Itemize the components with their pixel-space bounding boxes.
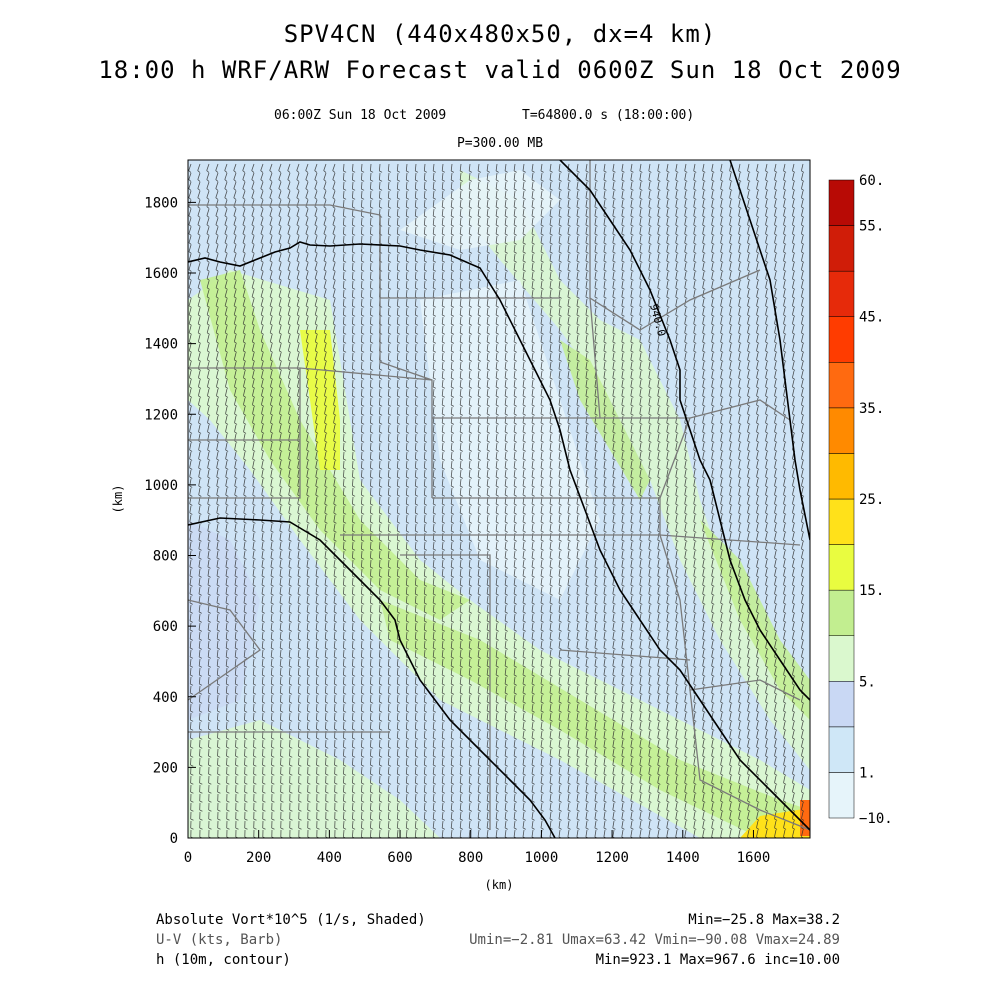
- x-tick-label: 400: [317, 850, 342, 866]
- colorbar-segment: [828, 589, 855, 636]
- chart-subtitle: 18:00 h WRF/ARW Forecast valid 0600Z Sun…: [98, 56, 902, 84]
- colorbar-label: 35.: [859, 401, 884, 417]
- y-tick-label: 200: [153, 760, 178, 776]
- state-border-line: [340, 534, 801, 546]
- colorbar-segment: [828, 225, 855, 272]
- footer-field3-desc: h (10m, contour): [156, 952, 291, 968]
- x-tick-label: 200: [246, 850, 271, 866]
- wind-barbs: [188, 163, 805, 838]
- colorbar-label: 25.: [859, 492, 884, 508]
- footer-field1-stats: Min=−25.8 Max=38.2: [688, 912, 840, 928]
- colorbar-segment: [828, 498, 855, 545]
- height-contours: [188, 160, 810, 838]
- x-tick-label: 0: [184, 850, 192, 866]
- colorbar: −10. 1. 5. 15. 25. 35. 45. 55. 60.: [828, 173, 893, 827]
- height-contour-line: [559, 160, 810, 701]
- y-axis-label: (km): [111, 485, 125, 514]
- colorbar-label: 45.: [859, 310, 884, 326]
- axes: 0 200 400 600 800 1000 1200 1400 1600 0 200 400 600 8…: [144, 195, 770, 866]
- x-tick-label: 1000: [525, 850, 559, 866]
- footer-field3-stats: Min=923.1 Max=967.6 inc=10.00: [595, 952, 840, 968]
- state-border-line: [188, 368, 301, 499]
- state-border-line: [400, 554, 491, 830]
- vorticity-band: [300, 330, 340, 470]
- state-border-line: [379, 215, 433, 498]
- vorticity-band: [420, 280, 600, 600]
- colorbar-segment: [828, 544, 855, 591]
- colorbar-segment: [828, 681, 855, 728]
- colorbar-segment: [828, 453, 855, 500]
- state-border-line: [689, 689, 810, 831]
- colorbar-label: 60.: [859, 173, 884, 189]
- footer-field2-stats: Umin=−2.81 Umax=63.42 Vmin=−90.08 Vmax=2…: [469, 932, 840, 948]
- pressure-level-label: P=300.00 MB: [456, 136, 544, 151]
- vorticity-band: [400, 170, 560, 250]
- colorbar-segment: [828, 635, 855, 682]
- state-border-line: [659, 417, 691, 535]
- y-tick-label: 1600: [144, 266, 178, 282]
- valid-time-label: 06:00Z Sun 18 Oct 2009: [274, 108, 447, 123]
- x-axis-label: (km): [485, 878, 514, 892]
- state-border-line: [188, 599, 261, 701]
- colorbar-label: −10.: [859, 811, 893, 827]
- plot-area: [188, 160, 810, 838]
- colorbar-segment: [828, 270, 855, 317]
- y-tick-label: 400: [153, 690, 178, 706]
- plot-frame: [187, 159, 811, 839]
- state-border-line: [589, 297, 601, 419]
- y-tick-label: 800: [153, 549, 178, 565]
- state-border-line: [589, 160, 761, 331]
- x-tick-label: 800: [458, 850, 483, 866]
- footer-field2-desc: U-V (kts, Barb): [156, 932, 283, 948]
- colorbar-segment: [828, 316, 855, 363]
- x-tick-label: 1400: [666, 850, 700, 866]
- state-border-line: [689, 399, 791, 421]
- colorbar-label: 15.: [859, 583, 884, 599]
- simulation-time-label: T=64800.0 s (18:00:00): [522, 108, 695, 123]
- colorbar-segment: [828, 407, 855, 454]
- vorticity-band: [188, 520, 260, 720]
- y-tick-label: 1000: [144, 478, 178, 494]
- wind-barb-field: [188, 163, 805, 838]
- colorbar-segment: [828, 179, 855, 226]
- colorbar-segment: [828, 362, 855, 409]
- height-contour-line: [729, 160, 810, 541]
- colorbar-label: 55.: [859, 219, 884, 235]
- y-tick-label: 1800: [144, 195, 178, 211]
- vorticity-band: [460, 170, 810, 770]
- state-borders: [188, 160, 810, 831]
- chart-title: SPV4CN (440x480x50, dx=4 km): [283, 20, 717, 48]
- y-tick-label: 1200: [144, 407, 178, 423]
- height-contour-line: [188, 241, 810, 831]
- x-tick-label: 600: [387, 850, 412, 866]
- vorticity-band: [188, 720, 440, 838]
- colorbar-segment: [828, 772, 855, 819]
- x-tick-label: 1200: [595, 850, 629, 866]
- colorbar-label: 1.: [859, 765, 876, 781]
- x-tick-label: 1600: [737, 850, 771, 866]
- y-tick-label: 1400: [144, 337, 178, 353]
- colorbar-segment: [828, 726, 855, 773]
- y-tick-label: 600: [153, 619, 178, 635]
- footer-field1-desc: Absolute Vort*10^5 (1/s, Shaded): [156, 912, 426, 928]
- vorticity-band: [560, 340, 650, 500]
- y-tick-label: 0: [170, 831, 178, 847]
- vorticity-band: [200, 270, 470, 620]
- height-contour-line: [188, 517, 556, 838]
- colorbar-label: 5.: [859, 674, 876, 690]
